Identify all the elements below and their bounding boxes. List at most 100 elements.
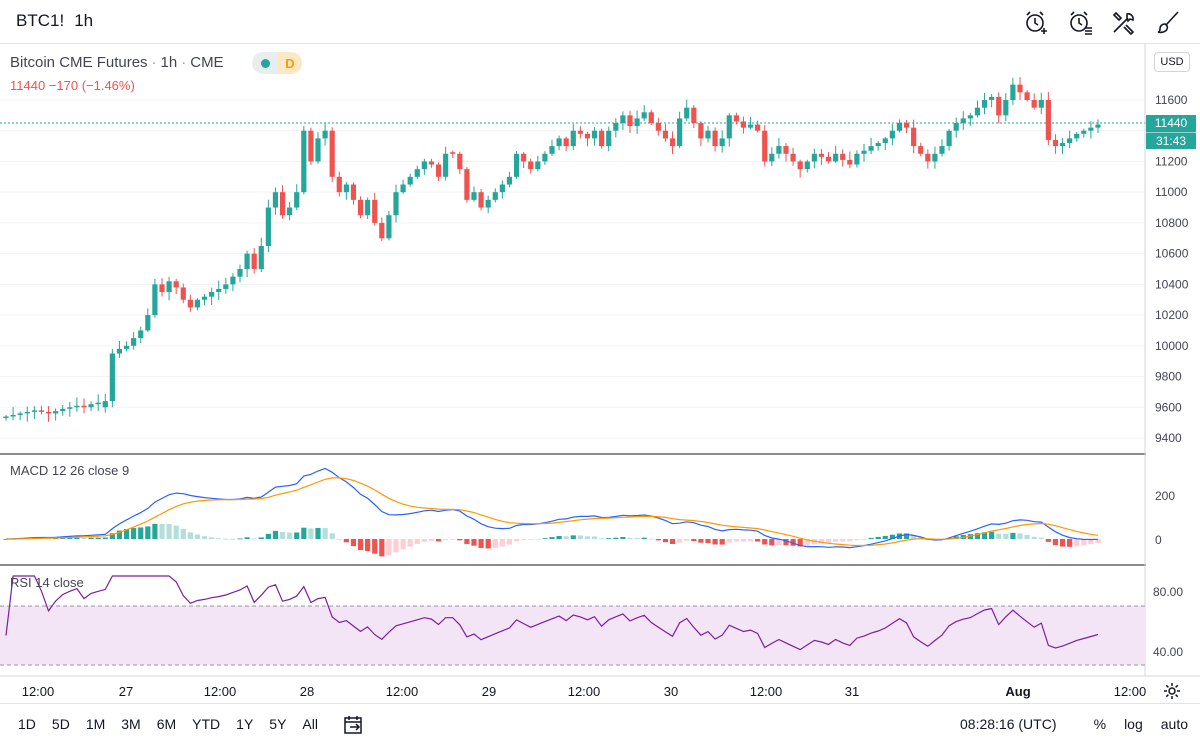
macd-bar (797, 539, 803, 547)
macd-tick-0: 0 (1155, 533, 1162, 547)
range-3m[interactable]: 3M (121, 716, 141, 732)
macd-bar (194, 534, 201, 539)
utc-clock[interactable]: 08:28:16 (UTC) (960, 716, 1057, 732)
brush-icon[interactable] (1150, 6, 1186, 38)
auto-toggle[interactable]: auto (1160, 716, 1188, 732)
macd-bar (88, 537, 94, 539)
candle-body (67, 407, 73, 409)
alarm-add-icon[interactable] (1018, 6, 1054, 38)
candle (854, 150, 860, 168)
time-tick: 29 (482, 684, 496, 699)
candle (613, 118, 619, 138)
candle-body (407, 176, 413, 185)
candle (549, 139, 555, 156)
alarm-list-icon[interactable] (1062, 6, 1098, 38)
candle (655, 117, 661, 136)
candle-body (365, 199, 371, 216)
candle (889, 124, 895, 146)
candle-body (10, 414, 16, 417)
macd-bar (393, 539, 399, 553)
macd-bar (109, 533, 115, 539)
candle-body (1031, 100, 1037, 108)
candle-body (549, 146, 555, 154)
macd-bar (726, 539, 732, 543)
candle-body (209, 292, 215, 297)
candle (684, 99, 690, 122)
macd-bar (102, 537, 108, 539)
macd-bar (521, 539, 527, 540)
macd-bar (308, 528, 314, 539)
macd-bar (350, 539, 357, 547)
macd-bar (875, 536, 881, 539)
macd-bar (669, 539, 676, 545)
macd-bar (712, 539, 718, 545)
range-all[interactable]: All (302, 716, 318, 732)
candle-body (180, 287, 186, 300)
range-1y[interactable]: 1Y (236, 716, 254, 732)
candle (457, 151, 463, 175)
candle (740, 116, 747, 134)
macd-bar (336, 538, 342, 540)
rsi-band (0, 606, 1145, 665)
candle (357, 196, 364, 219)
candle (1045, 92, 1051, 146)
candles (3, 77, 1101, 422)
chart-area[interactable]: 1160011400112001100010800106001040010200… (0, 44, 1200, 703)
candle (74, 397, 80, 412)
tools-icon[interactable] (1106, 6, 1142, 38)
candle (102, 393, 108, 413)
candle-body (776, 146, 782, 154)
candle (896, 119, 903, 133)
price-tick: 9400 (1155, 431, 1182, 445)
candle (53, 408, 59, 421)
macd-bar (1024, 534, 1030, 539)
range-5y[interactable]: 5Y (269, 716, 287, 732)
range-6m[interactable]: 6M (156, 716, 177, 732)
candle (443, 146, 449, 181)
macd-bar (868, 537, 874, 539)
candle (315, 132, 321, 164)
settings-gear-icon[interactable] (1162, 681, 1182, 701)
candle-body (187, 299, 193, 308)
candle-body (1067, 138, 1073, 144)
go-to-date-icon[interactable] (342, 714, 366, 736)
candle (24, 406, 30, 422)
price-tick: 10000 (1155, 339, 1189, 353)
candle (1095, 119, 1101, 133)
macd-bar (159, 523, 165, 539)
macd-bar (60, 538, 66, 539)
rsi-label[interactable]: RSI 14 close (10, 575, 84, 590)
log-toggle[interactable]: log (1124, 716, 1143, 732)
candle (521, 152, 527, 169)
candle (833, 145, 839, 163)
macd-bar (577, 535, 583, 539)
macd-bar (684, 539, 690, 541)
candle-body (925, 153, 931, 162)
symbol-selector[interactable]: BTC1! 1h (16, 11, 93, 31)
candle-body (1045, 100, 1051, 140)
range-5d[interactable]: 5D (51, 716, 70, 732)
macd-bar (733, 539, 739, 542)
currency-label[interactable]: USD (1154, 52, 1190, 72)
range-ytd[interactable]: YTD (192, 716, 221, 732)
candle-body (960, 118, 966, 124)
macd-bar (648, 538, 654, 540)
interval-selector[interactable]: 1h (74, 11, 94, 30)
candle-body (684, 107, 690, 119)
series-legend[interactable]: Bitcoin CME Futures · 1h · CME (10, 54, 224, 71)
macd-bar (294, 532, 300, 539)
macd-bar (769, 539, 775, 546)
range-1m[interactable]: 1M (85, 716, 106, 732)
range-1d[interactable]: 1D (18, 716, 36, 732)
candle (45, 406, 52, 422)
candle-body (1095, 124, 1101, 128)
candle-body (258, 245, 264, 269)
candle-body (138, 330, 144, 339)
status-badges[interactable]: D (252, 52, 302, 74)
candle-body (591, 130, 598, 139)
candle-body (840, 153, 846, 160)
candle (17, 411, 23, 421)
candle-body (1059, 143, 1066, 147)
percent-toggle[interactable]: % (1093, 716, 1107, 732)
macd-label[interactable]: MACD 12 26 close 9 (10, 463, 130, 478)
